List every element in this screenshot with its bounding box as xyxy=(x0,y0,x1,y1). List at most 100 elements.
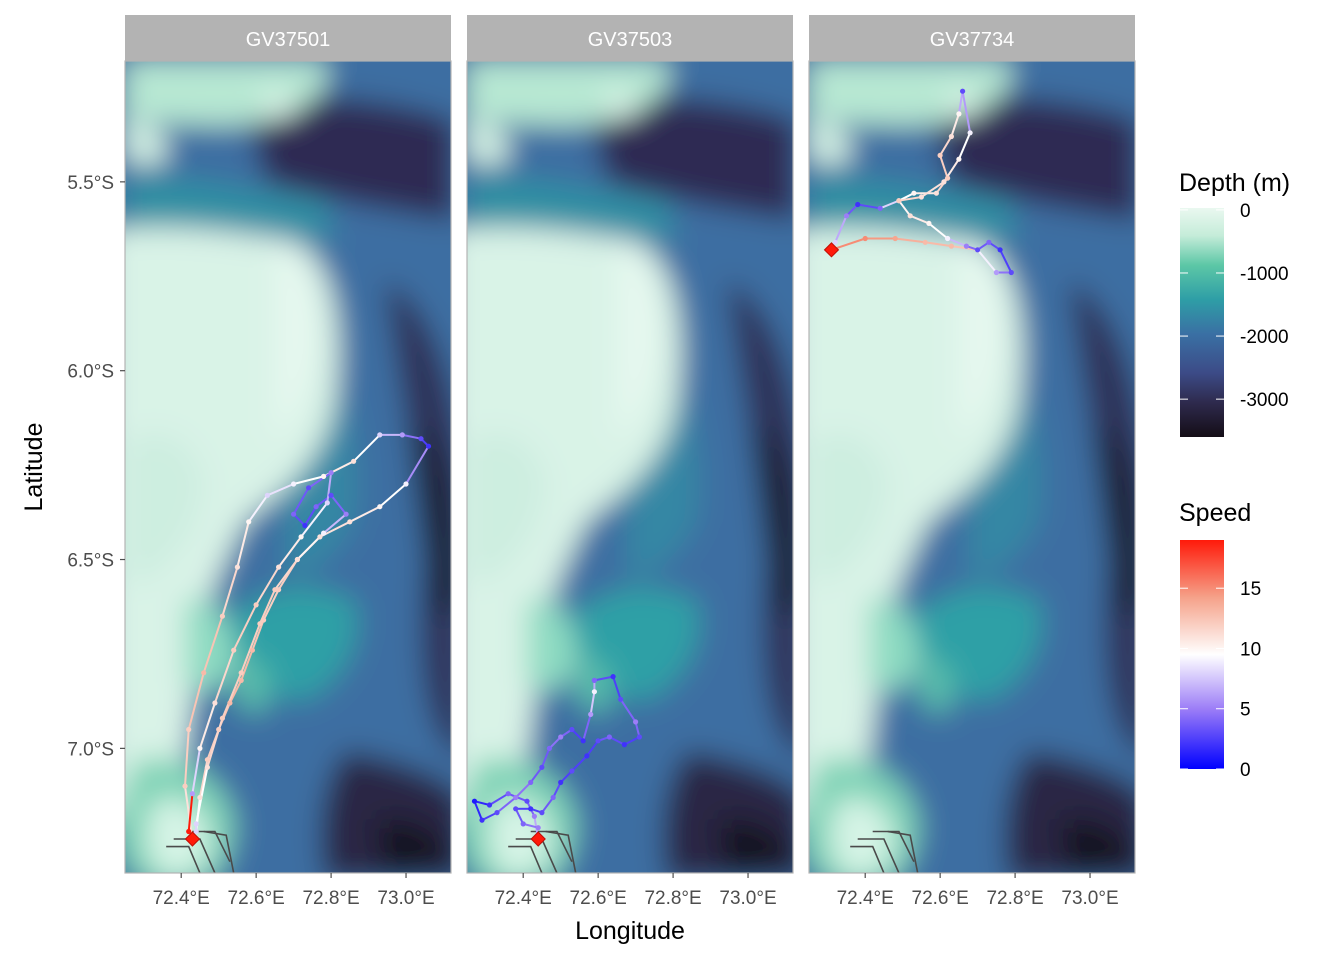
reef-outline xyxy=(530,830,573,863)
track-point xyxy=(941,179,947,185)
track-segment xyxy=(240,623,261,674)
track-point xyxy=(531,813,537,819)
track-point xyxy=(231,647,237,653)
track-point xyxy=(347,519,353,525)
track-segment xyxy=(957,132,972,160)
facet-strip xyxy=(809,15,1135,61)
track-point xyxy=(584,753,590,759)
track-segment xyxy=(213,649,235,704)
plot-area xyxy=(467,61,793,873)
track-point xyxy=(182,783,188,789)
y-tick-label: 5.5°S xyxy=(67,173,114,194)
x-tick-label: 72.8°E xyxy=(644,888,701,909)
track-point xyxy=(227,700,233,706)
track-point xyxy=(246,519,252,525)
track-point xyxy=(550,794,556,801)
track-segment xyxy=(232,604,257,651)
track-point xyxy=(963,243,969,249)
speed-legend-title: Speed xyxy=(1179,499,1251,527)
track-point xyxy=(933,190,939,196)
track-segment xyxy=(589,691,596,715)
track-point xyxy=(294,556,300,563)
x-tick-label: 72.8°E xyxy=(986,888,1043,909)
deployment-marker xyxy=(530,831,546,847)
deployment-marker xyxy=(823,242,840,258)
x-tick-label: 72.4°E xyxy=(837,888,894,909)
track-point xyxy=(377,432,383,438)
track-segment xyxy=(623,736,640,746)
track-segment xyxy=(262,589,280,621)
track-point xyxy=(351,458,357,464)
reef-outline xyxy=(545,830,577,873)
track-point xyxy=(591,677,597,684)
track-segment xyxy=(514,808,525,825)
track-point xyxy=(186,828,192,835)
track-segment xyxy=(247,494,269,523)
track-point xyxy=(425,443,432,449)
track-point xyxy=(321,473,327,479)
track-point xyxy=(193,828,199,835)
track-point xyxy=(197,745,203,752)
track-segment xyxy=(304,506,317,527)
track-segment xyxy=(496,796,517,814)
track-point xyxy=(610,674,616,680)
track-point xyxy=(234,564,240,570)
track-point xyxy=(843,213,850,219)
x-axis-title: Longitude xyxy=(575,917,685,945)
track-point xyxy=(922,239,928,245)
track-point xyxy=(618,696,624,702)
track-segment xyxy=(202,615,224,674)
track-segment xyxy=(608,736,625,746)
panel-border xyxy=(466,60,794,874)
track-segment xyxy=(473,800,483,821)
facet-strip-label: GV37734 xyxy=(930,29,1015,51)
track-segment xyxy=(594,675,614,682)
reef-outline xyxy=(203,830,235,873)
depth-legend-label: -3000 xyxy=(1240,390,1289,411)
track-point xyxy=(238,677,244,684)
x-tick-label: 73.0°E xyxy=(1061,888,1118,909)
track-point xyxy=(591,689,597,695)
track-point xyxy=(528,779,534,786)
track-segment xyxy=(999,249,1013,273)
x-tick-label: 72.4°E xyxy=(153,888,210,909)
track-point xyxy=(272,587,278,593)
x-tick-label: 72.4°E xyxy=(495,888,552,909)
track-point xyxy=(513,794,519,801)
track-point xyxy=(569,726,575,733)
bathymetry-raster xyxy=(125,61,451,873)
track-point xyxy=(276,564,282,570)
track-point xyxy=(997,247,1003,253)
track-point xyxy=(546,745,552,752)
plot-area xyxy=(125,61,451,873)
track-point xyxy=(588,711,594,718)
facet-strip-label: GV37503 xyxy=(588,29,673,51)
track-point xyxy=(558,734,564,740)
track-segment xyxy=(834,215,848,243)
track-point xyxy=(204,757,210,763)
panel-border xyxy=(124,60,452,874)
y-tick-label: 6.5°S xyxy=(67,551,114,572)
facet-strip-label: GV37501 xyxy=(246,29,331,51)
depth-legend-label: 0 xyxy=(1240,201,1251,222)
track-segment xyxy=(612,676,622,700)
track-segment xyxy=(187,793,194,832)
track-segment xyxy=(349,505,381,523)
track-segment xyxy=(187,672,205,730)
track-segment xyxy=(300,502,329,538)
track-point xyxy=(204,764,210,770)
track-segment xyxy=(571,728,584,742)
reef-outline xyxy=(887,830,919,873)
track-point xyxy=(264,492,270,498)
track-segment xyxy=(541,796,555,814)
track-point xyxy=(201,670,207,676)
depth-colorbar xyxy=(1180,208,1224,437)
speed-colorbar xyxy=(1180,540,1224,769)
track-segment xyxy=(236,521,250,568)
track-segment xyxy=(229,679,243,704)
track-point xyxy=(328,492,334,498)
y-tick-label: 7.0°S xyxy=(67,739,114,760)
track-segment xyxy=(540,748,551,768)
track-segment xyxy=(198,702,216,749)
track-point xyxy=(513,806,519,812)
